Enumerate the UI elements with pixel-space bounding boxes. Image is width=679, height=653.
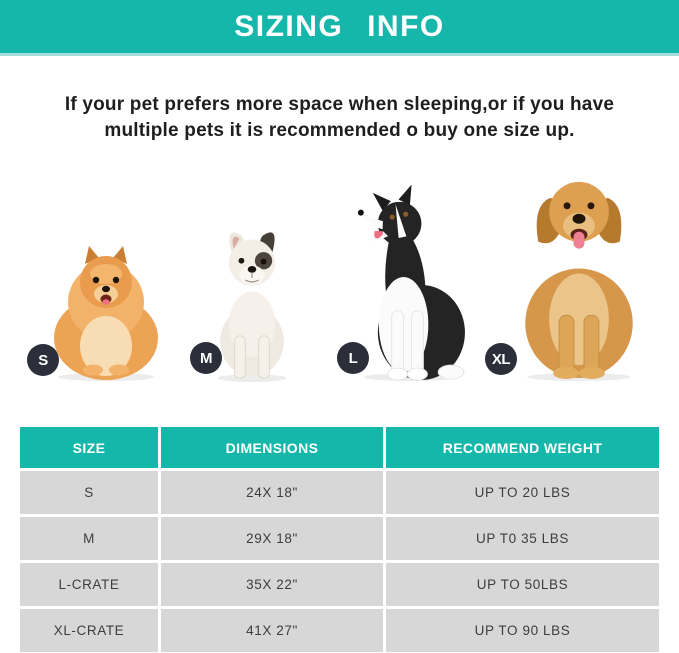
border-collie-icon (357, 184, 465, 382)
table-cell-size-s: S (20, 471, 158, 514)
table-cell-size-xl: XL-CRATE (20, 609, 158, 652)
border-collie-illustration (354, 184, 468, 382)
table-header-dimensions: DIMENSIONS (161, 427, 383, 468)
dog-size-comparison: S M (0, 160, 679, 400)
french-bulldog-icon (217, 232, 287, 382)
intro-text: If your pet prefers more space when slee… (40, 92, 639, 144)
pomeranian-dog-icon (54, 246, 158, 381)
header-banner: SIZING INFO (0, 0, 679, 56)
table-cell-weight-s: UP TO 20 LBS (386, 471, 659, 514)
size-badge-l: L (337, 342, 369, 374)
table-cell-dimensions-l: 35X 22" (161, 563, 383, 606)
table-cell-dimensions-s: 24X 18" (161, 471, 383, 514)
table-cell-dimensions-xl: 41X 27" (161, 609, 383, 652)
table-cell-dimensions-m: 29X 18" (161, 517, 383, 560)
page-title: SIZING INFO (234, 9, 445, 43)
table-header-weight: RECOMMEND WEIGHT (386, 427, 659, 468)
intro-line-1: If your pet prefers more space when slee… (64, 94, 615, 115)
table-cell-size-m: M (20, 517, 158, 560)
intro-line-2: multiple pets it is recommended o buy on… (104, 120, 575, 142)
size-badge-m: M (190, 342, 222, 374)
table-cell-size-l: L-CRATE (20, 563, 158, 606)
table-header-size: SIZE (20, 427, 158, 468)
size-badge-xl: XL (485, 343, 517, 375)
table-cell-weight-xl: UP TO 90 LBS (386, 609, 659, 652)
golden-retriever-icon (525, 181, 633, 382)
french-bulldog-illustration (208, 228, 296, 382)
golden-retriever-illustration (514, 168, 644, 382)
sizing-table: SIZE DIMENSIONS RECOMMEND WEIGHT S 24X 1… (20, 427, 659, 652)
pomeranian-dog-illustration (45, 240, 167, 382)
size-badge-s: S (27, 344, 59, 376)
table-cell-weight-l: UP TO 50LBS (386, 563, 659, 606)
table-cell-weight-m: UP T0 35 LBS (386, 517, 659, 560)
